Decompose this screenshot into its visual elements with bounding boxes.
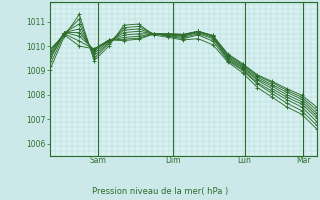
Text: Lun: Lun	[238, 156, 252, 165]
Text: Sam: Sam	[89, 156, 106, 165]
Text: Mar: Mar	[296, 156, 311, 165]
Text: Dim: Dim	[165, 156, 180, 165]
Text: Pression niveau de la mer( hPa ): Pression niveau de la mer( hPa )	[92, 187, 228, 196]
